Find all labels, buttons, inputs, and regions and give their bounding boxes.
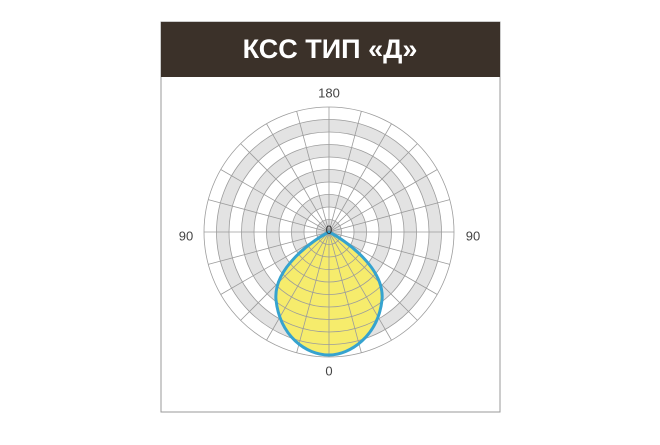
grid-spoke [266,231,330,341]
grid-spoke [240,143,330,233]
grid-spoke [208,199,330,233]
grid-spoke [208,231,330,265]
grid-spoke [328,169,438,233]
grid-spoke [328,231,450,265]
grid-spoke [328,231,418,321]
grid-lines [203,106,455,358]
grid-spoke [328,199,450,233]
grid-spoke [296,111,330,233]
angle-label: 0 [325,363,332,378]
grid-spoke [328,143,418,233]
angle-label: 0 [326,223,333,237]
header-bar [161,22,500,77]
grid-spoke [328,231,362,353]
title: КСС ТИП «Д» [243,34,418,64]
angle-label: 180 [318,85,340,100]
grid-spoke [328,111,362,233]
angle-label: 90 [466,228,480,243]
grid-spoke [240,231,330,321]
grid-spoke [266,123,330,233]
angle-label: 90 [179,228,193,243]
grid-spoke [220,169,330,233]
light-distribution-curve [274,230,384,357]
grid-spoke [328,231,392,341]
grid-spoke [328,123,392,233]
grid-spoke [296,231,330,353]
